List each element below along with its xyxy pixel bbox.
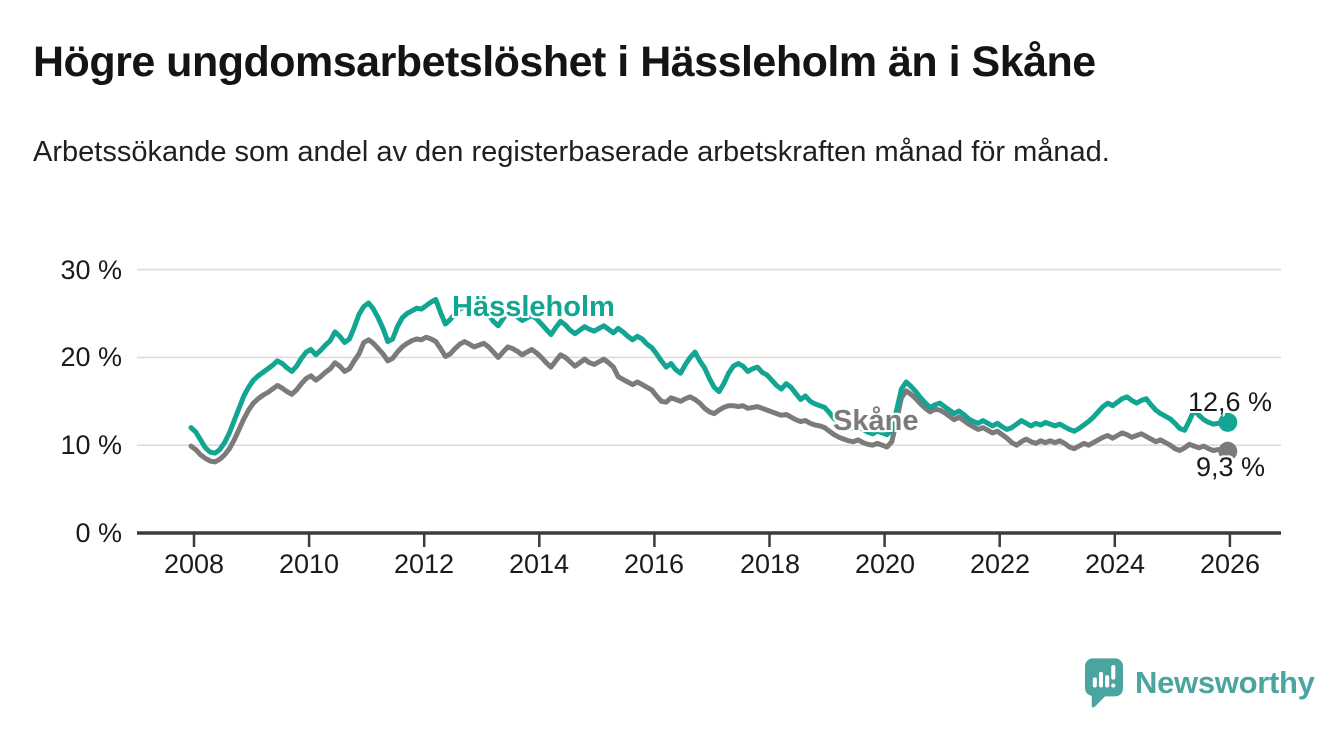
x-axis-label-2016: 2016 [623, 549, 685, 579]
page-title: Högre ungdomsarbetslöshet i Hässleholm ä… [33, 38, 1096, 86]
x-axis-label-2012: 2012 [393, 549, 455, 579]
end-dot-hässleholm [1218, 412, 1238, 432]
end-value-label-skane: 9,3 % [1196, 452, 1266, 482]
newsworthy-wordmark: Newsworthy [1135, 665, 1315, 700]
end-value-label-hassleholm: 12,6 % [1188, 387, 1273, 417]
series-label-hassleholm: Hässleholm [452, 291, 615, 323]
newsworthy-bubble-icon [1085, 658, 1123, 708]
x-axis-label-2020: 2020 [854, 549, 916, 579]
page-subtitle: Arbetssökande som andel av den registerb… [33, 136, 1110, 168]
line-skåne [188, 334, 1231, 465]
y-axis-label-30: 30 % [60, 255, 122, 285]
x-axis-label-2018: 2018 [739, 549, 801, 579]
x-axis-label-2008: 2008 [163, 549, 225, 579]
end-dot-skåne [1218, 441, 1238, 461]
x-axis-label-2022: 2022 [969, 549, 1031, 579]
y-axis-label-20: 20 % [60, 342, 122, 372]
series-label-skane: Skåne [833, 405, 919, 437]
x-axis-label-2024: 2024 [1084, 549, 1146, 579]
line-hässleholm [188, 297, 1231, 456]
y-axis-label-0: 0 % [75, 518, 122, 548]
newsworthy-logo: Newsworthy [1085, 658, 1315, 708]
y-axis-label-10: 10 % [60, 430, 122, 460]
x-axis-label-2014: 2014 [508, 549, 570, 579]
x-axis-label-2010: 2010 [278, 549, 340, 579]
x-axis-label-2026: 2026 [1199, 549, 1261, 579]
